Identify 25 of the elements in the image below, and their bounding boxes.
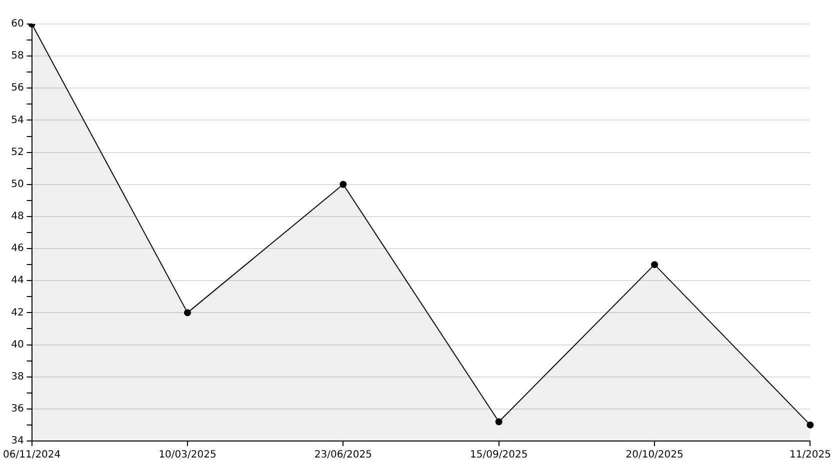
y-tick-label: 48: [11, 211, 24, 222]
y-tick-label: 60: [11, 18, 24, 30]
y-tick-label: 50: [11, 178, 24, 190]
x-tick-label: 15/09/2025: [470, 450, 528, 461]
point: [340, 180, 347, 188]
y-tick-label: 46: [11, 243, 24, 254]
y-tick-label: 38: [11, 371, 24, 382]
point: [495, 418, 502, 426]
y-tick-label: 56: [11, 82, 24, 94]
point: [651, 261, 658, 268]
point: [806, 421, 814, 428]
y-tick-label: 54: [11, 114, 24, 126]
point: [184, 309, 191, 316]
x-tick-label: 10/03/2025: [158, 450, 216, 461]
x-tick-label: 23/06/2025: [314, 450, 372, 461]
x-tick-label: 11/2025: [789, 450, 831, 461]
x-tick-label: 20/10/2025: [626, 450, 684, 461]
y-tick-label: 34: [11, 436, 24, 447]
y-tick-label: 58: [11, 50, 24, 62]
y-tick-label: 52: [11, 146, 24, 158]
x-tick-label: 06/11/2024: [3, 450, 61, 461]
y-tick-label: 44: [11, 275, 24, 286]
y-tick-label: 42: [11, 307, 24, 318]
y-tick-label: 40: [11, 339, 24, 350]
y-tick-label: 36: [11, 404, 24, 415]
